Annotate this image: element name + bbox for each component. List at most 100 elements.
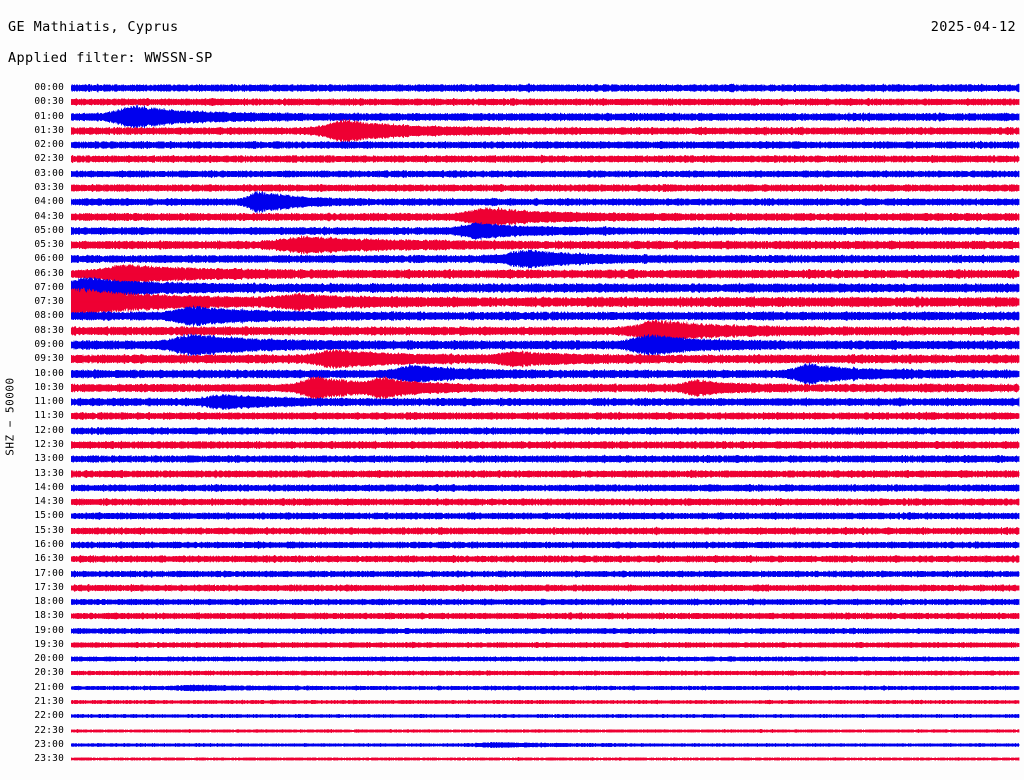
trace-waveform xyxy=(70,716,1020,746)
trace-time-label: 03:00 xyxy=(34,167,64,179)
trace-row: 09:00 xyxy=(0,330,1024,360)
trace-row: 08:30 xyxy=(0,316,1024,346)
trace-row: 14:30 xyxy=(0,487,1024,517)
trace-row: 19:00 xyxy=(0,616,1024,646)
trace-waveform xyxy=(70,359,1020,389)
trace-waveform xyxy=(70,573,1020,603)
trace-time-label: 05:30 xyxy=(34,239,64,251)
trace-time-label: 22:00 xyxy=(34,710,64,722)
trace-row: 21:30 xyxy=(0,687,1024,717)
trace-row: 23:00 xyxy=(0,730,1024,760)
trace-row: 07:30 xyxy=(0,287,1024,317)
trace-row: 05:30 xyxy=(0,230,1024,260)
trace-waveform xyxy=(70,701,1020,731)
trace-time-label: 01:30 xyxy=(34,124,64,136)
trace-time-label: 02:30 xyxy=(34,153,64,165)
trace-time-label: 03:30 xyxy=(34,181,64,193)
trace-row: 10:30 xyxy=(0,373,1024,403)
trace-waveform xyxy=(70,187,1020,217)
trace-waveform xyxy=(70,244,1020,274)
trace-waveform xyxy=(70,401,1020,431)
trace-time-label: 10:30 xyxy=(34,381,64,393)
trace-time-label: 18:30 xyxy=(34,610,64,622)
trace-waveform xyxy=(70,459,1020,489)
trace-time-label: 14:00 xyxy=(34,481,64,493)
trace-row: 13:00 xyxy=(0,444,1024,474)
trace-waveform xyxy=(70,301,1020,331)
trace-waveform xyxy=(70,259,1020,289)
trace-row: 15:00 xyxy=(0,501,1024,531)
trace-row: 06:00 xyxy=(0,244,1024,274)
trace-row: 15:30 xyxy=(0,516,1024,546)
trace-waveform xyxy=(70,144,1020,174)
trace-waveform xyxy=(70,316,1020,346)
trace-time-label: 10:00 xyxy=(34,367,64,379)
trace-time-label: 04:00 xyxy=(34,196,64,208)
trace-row: 03:00 xyxy=(0,159,1024,189)
trace-waveform xyxy=(70,416,1020,446)
trace-waveform xyxy=(70,202,1020,232)
trace-waveform xyxy=(70,544,1020,574)
trace-waveform xyxy=(70,501,1020,531)
trace-time-label: 23:00 xyxy=(34,738,64,750)
trace-waveform xyxy=(70,658,1020,688)
trace-row: 20:00 xyxy=(0,644,1024,674)
trace-row: 17:00 xyxy=(0,559,1024,589)
trace-time-label: 18:00 xyxy=(34,596,64,608)
trace-waveform xyxy=(70,630,1020,660)
trace-waveform xyxy=(70,116,1020,146)
trace-row: 01:00 xyxy=(0,102,1024,132)
trace-time-label: 17:30 xyxy=(34,581,64,593)
trace-waveform xyxy=(70,373,1020,403)
trace-waveform xyxy=(70,273,1020,303)
trace-time-label: 06:00 xyxy=(34,253,64,265)
trace-waveform xyxy=(70,616,1020,646)
trace-waveform xyxy=(70,644,1020,674)
trace-row: 12:30 xyxy=(0,430,1024,460)
trace-row: 21:00 xyxy=(0,673,1024,703)
trace-waveform xyxy=(70,216,1020,246)
trace-time-label: 04:30 xyxy=(34,210,64,222)
trace-row: 22:00 xyxy=(0,701,1024,731)
trace-row: 09:30 xyxy=(0,344,1024,374)
trace-row: 16:00 xyxy=(0,530,1024,560)
trace-row: 04:00 xyxy=(0,187,1024,217)
trace-row: 11:30 xyxy=(0,401,1024,431)
trace-waveform xyxy=(70,587,1020,617)
trace-row: 13:30 xyxy=(0,459,1024,489)
trace-row: 20:30 xyxy=(0,658,1024,688)
trace-waveform xyxy=(70,601,1020,631)
trace-waveform xyxy=(70,444,1020,474)
trace-time-label: 21:30 xyxy=(34,696,64,708)
trace-time-label: 19:00 xyxy=(34,624,64,636)
trace-waveform xyxy=(70,87,1020,117)
trace-waveform xyxy=(70,287,1020,317)
trace-time-label: 00:00 xyxy=(34,82,64,93)
trace-row: 01:30 xyxy=(0,116,1024,146)
trace-row: 10:00 xyxy=(0,359,1024,389)
trace-waveform xyxy=(70,530,1020,560)
trace-time-label: 12:00 xyxy=(34,424,64,436)
trace-row: 12:00 xyxy=(0,416,1024,446)
trace-time-label: 13:30 xyxy=(34,467,64,479)
trace-row: 19:30 xyxy=(0,630,1024,660)
trace-row: 18:30 xyxy=(0,601,1024,631)
trace-row: 04:30 xyxy=(0,202,1024,232)
trace-time-label: 11:30 xyxy=(34,410,64,422)
trace-time-label: 01:00 xyxy=(34,110,64,122)
trace-row: 16:30 xyxy=(0,544,1024,574)
trace-row: 17:30 xyxy=(0,573,1024,603)
trace-time-label: 07:00 xyxy=(34,281,64,293)
trace-waveform xyxy=(70,430,1020,460)
trace-row: 00:00 xyxy=(0,73,1024,103)
helicorder-plot: 00:00 00:30 01:00 01:30 02:00 02:30 03:00 03:30… xyxy=(0,80,1024,780)
trace-waveform xyxy=(70,173,1020,203)
trace-row: 22:30 xyxy=(0,716,1024,746)
trace-waveform xyxy=(70,744,1020,774)
trace-time-label: 15:30 xyxy=(34,524,64,536)
trace-waveform xyxy=(70,730,1020,760)
trace-time-label: 20:00 xyxy=(34,653,64,665)
trace-waveform xyxy=(70,387,1020,417)
trace-time-label: 17:00 xyxy=(34,567,64,579)
